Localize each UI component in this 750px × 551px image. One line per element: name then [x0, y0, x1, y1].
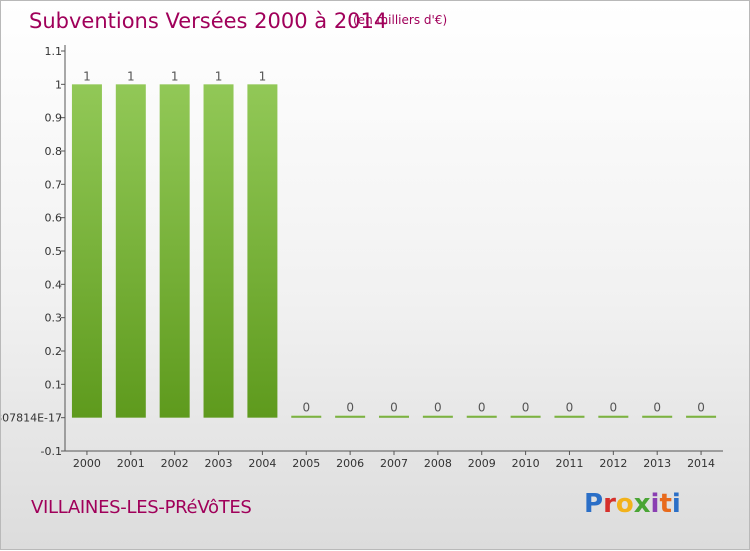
- x-tick-label: 2012: [599, 457, 627, 470]
- commune-name: VILLAINES-LES-PRéVôTES: [31, 497, 252, 518]
- x-tick-label: 2006: [336, 457, 364, 470]
- bar: [422, 415, 453, 418]
- bar-value-label: 0: [346, 401, 354, 415]
- bar: [466, 415, 497, 418]
- bar-value-label: 0: [610, 401, 618, 415]
- bar-value-label: 0: [390, 401, 398, 415]
- logo-letter: t: [659, 489, 672, 519]
- y-tick-label: 1.3877787807814E-17: [1, 412, 62, 425]
- bar: [291, 415, 322, 418]
- bar-value-label: 0: [653, 401, 661, 415]
- chart-title: Subventions Versées 2000 à 2014: [29, 9, 388, 33]
- logo-letter: i: [650, 489, 660, 519]
- bar-value-label: 0: [434, 401, 442, 415]
- bar: [554, 415, 585, 418]
- bar: [159, 84, 190, 418]
- bar-value-label: 1: [171, 69, 179, 83]
- logo-letter: r: [603, 489, 616, 519]
- x-tick-label: 2013: [643, 457, 671, 470]
- y-tick-label: 0.9: [45, 112, 63, 125]
- x-tick-label: 2011: [555, 457, 583, 470]
- y-tick-label: 1: [55, 78, 62, 91]
- logo-letter: o: [615, 489, 634, 519]
- proxiti-logo[interactable]: Proxiti: [584, 489, 681, 519]
- x-tick-label: 2002: [161, 457, 189, 470]
- logo-letter: x: [633, 489, 651, 519]
- y-tick-label: 0.1: [45, 378, 63, 391]
- bar-value-label: 0: [697, 401, 705, 415]
- y-tick-label: 0.2: [45, 345, 63, 358]
- bar: [598, 415, 629, 418]
- bar: [203, 84, 234, 418]
- x-tick-label: 2003: [205, 457, 233, 470]
- logo-letter: P: [584, 489, 604, 519]
- chart-unit: (en milliers d'€): [353, 13, 448, 27]
- bar: [510, 415, 541, 418]
- bar: [115, 84, 146, 418]
- y-tick-label: 0.6: [45, 212, 63, 225]
- bar-value-label: 0: [302, 401, 310, 415]
- bar-value-label: 1: [215, 69, 223, 83]
- bar: [686, 415, 717, 418]
- bar: [71, 84, 102, 418]
- bar-value-label: 0: [478, 401, 486, 415]
- bar: [247, 84, 278, 418]
- bar: [335, 415, 366, 418]
- bar: [642, 415, 673, 418]
- y-tick-label: 1.1: [45, 45, 63, 58]
- y-tick-label: 0.4: [45, 278, 63, 291]
- y-tick-label: 0.5: [45, 245, 63, 258]
- x-tick-label: 2005: [292, 457, 320, 470]
- y-tick-label: -0.1: [41, 445, 62, 458]
- bar-value-label: 0: [566, 401, 574, 415]
- bar-value-label: 0: [522, 401, 530, 415]
- bar: [379, 415, 409, 418]
- x-tick-label: 2001: [117, 457, 145, 470]
- bar-value-label: 1: [127, 69, 135, 83]
- x-tick-label: 2010: [512, 457, 540, 470]
- bar-value-label: 1: [83, 69, 91, 83]
- x-tick-label: 2009: [468, 457, 496, 470]
- bar-value-label: 1: [259, 69, 267, 83]
- logo-letter: i: [671, 489, 681, 519]
- y-tick-label: 0.7: [45, 178, 63, 191]
- x-tick-label: 2008: [424, 457, 452, 470]
- x-tick-label: 2007: [380, 457, 408, 470]
- y-tick-label: 0.8: [45, 145, 63, 158]
- y-tick-label: 0.3: [45, 312, 63, 325]
- x-tick-label: 2004: [248, 457, 276, 470]
- x-tick-label: 2014: [687, 457, 715, 470]
- x-tick-label: 2000: [73, 457, 101, 470]
